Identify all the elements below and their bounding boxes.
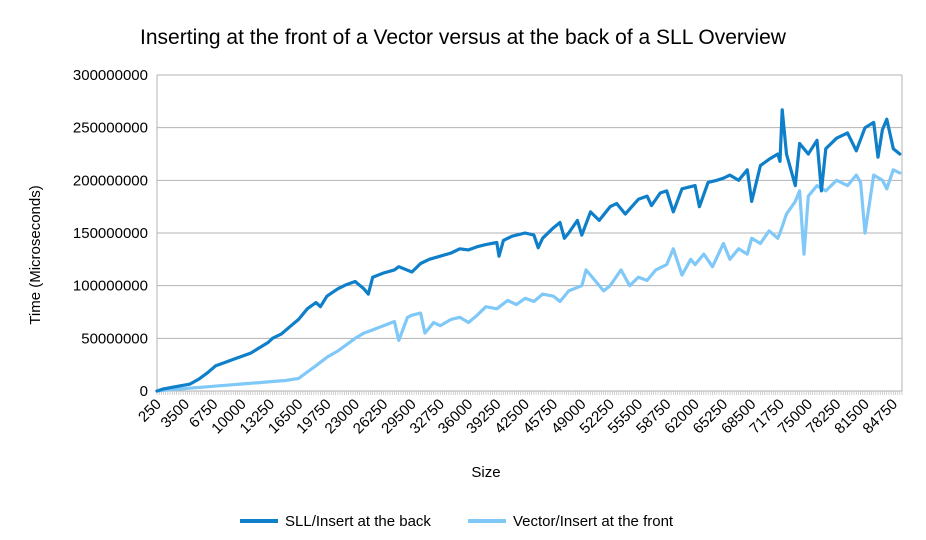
series-line [155,108,902,393]
legend: SLL/Insert at the back Vector/Insert at t… [240,513,674,530]
chart-title: Inserting at the front of a Vector versu… [140,26,787,49]
y-tick-label: 300000000 [73,67,148,84]
x-tick-label: 3500 [158,396,194,432]
series-lines [155,108,902,393]
y-tick-label: 150000000 [73,225,148,242]
y-tick-label: 50000000 [81,330,148,347]
series-line [155,168,902,393]
x-tick-labels: 2503500675010000132501650019750230002625… [135,396,901,438]
grid-lines [156,74,903,395]
y-tick-label: 100000000 [73,278,148,295]
y-tick-label: 250000000 [73,120,148,137]
y-tick-label: 0 [140,383,148,400]
legend-label: SLL/Insert at the back [285,513,431,530]
legend-label: Vector/Insert at the front [513,513,674,530]
y-tick-labels: 0 50000000 100000000 150000000 200000000 2500… [73,67,148,400]
y-axis-label: Time (Microseconds) [27,185,44,324]
x-axis-label: Size [471,464,500,481]
y-tick-label: 200000000 [73,172,148,189]
